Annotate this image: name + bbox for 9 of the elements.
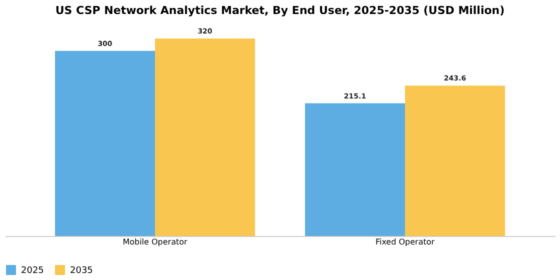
chart-title: US CSP Network Analytics Market, By End User, 2025-2035 (USD Million) — [55, 4, 505, 17]
x-tick-label: Mobile Operator — [122, 238, 188, 246]
legend-label: 2025 — [21, 266, 44, 276]
legend-label: 2035 — [70, 266, 93, 276]
bar — [55, 50, 155, 236]
bar — [405, 86, 505, 236]
bar — [155, 38, 255, 236]
bar — [305, 103, 405, 236]
x-tick-label: Fixed Operator — [375, 238, 436, 246]
